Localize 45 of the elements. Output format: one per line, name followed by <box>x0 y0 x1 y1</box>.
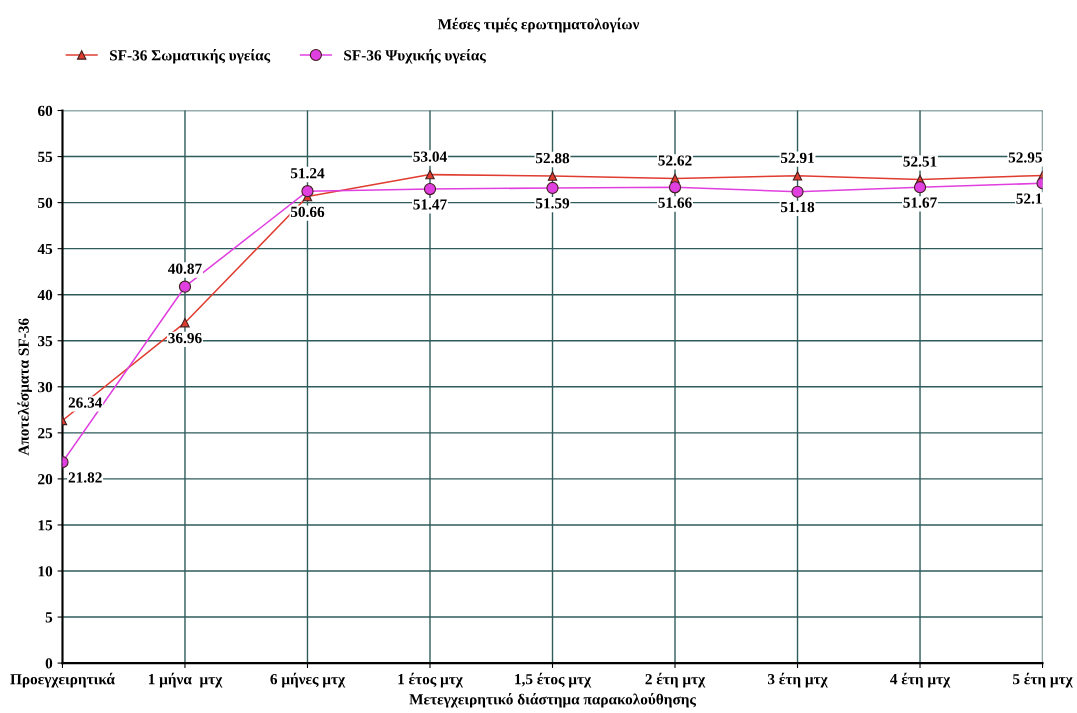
y-tick-label: 35 <box>38 335 53 347</box>
data-label: 52.62 <box>658 155 692 166</box>
data-label: 52.88 <box>535 152 570 164</box>
y-tick-label: 50 <box>38 197 53 209</box>
data-label: 52.91 <box>780 152 814 164</box>
data-label: 51.67 <box>903 197 937 208</box>
x-tick-label: 4 έτη μτχ <box>890 672 951 688</box>
y-tick-label: 5 <box>45 612 53 623</box>
data-label: 52.95 <box>1008 152 1042 163</box>
y-tick-label: 15 <box>38 520 53 531</box>
data-label: 53.04 <box>413 151 447 162</box>
x-tick-label: 6 μήνες μτχ <box>270 672 346 688</box>
y-tick-label: 0 <box>45 658 53 669</box>
x-tick-label: 2 έτη μτχ <box>645 672 706 688</box>
chart-title: Μέσες τιμές ερωτηματολογίων <box>437 17 640 33</box>
y-tick-label: 25 <box>38 428 53 439</box>
data-label: 51.47 <box>413 199 447 210</box>
data-label: 40.87 <box>168 263 202 274</box>
y-tick-label: 40 <box>37 289 53 301</box>
x-tick-label: 1 μήνα μτχ <box>148 672 223 688</box>
y-tick-label: 30 <box>38 381 53 393</box>
x-tick-label: 1,5 έτος μτχ <box>515 672 592 688</box>
x-tick-label: 1 έτος μτχ <box>398 672 463 688</box>
data-label: 52.1 <box>1016 193 1042 204</box>
y-tick-label: 10 <box>38 566 53 577</box>
legend-label: SF-36 Ψυχικής υγείας <box>344 49 486 64</box>
x-tick-label: Προεγχειρητικά <box>10 672 115 688</box>
y-axis-title: Αποτελέσματα SF-36 <box>17 318 32 456</box>
data-label: 51.59 <box>535 198 570 209</box>
legend-label: SF-36 Σωματικής υγείας <box>110 49 271 64</box>
x-tick-label: 5 έτη μτχ <box>1013 672 1073 688</box>
data-label: 51.24 <box>290 168 325 179</box>
y-tick-label: 60 <box>37 105 53 116</box>
y-tick-label: 20 <box>38 474 53 485</box>
x-axis-title: Μετεγχειρητικό διάστημα παρακολούθησης <box>409 692 697 708</box>
data-label: 36.96 <box>168 332 202 344</box>
data-label: 52.51 <box>903 156 937 167</box>
data-label: 51.66 <box>658 197 692 208</box>
data-label: 26.34 <box>68 397 103 408</box>
data-label: 51.18 <box>780 201 815 213</box>
x-tick-label: 3 έτη μτχ <box>767 672 828 688</box>
data-label: 50.66 <box>290 206 325 218</box>
data-label: 21.82 <box>68 472 102 483</box>
y-tick-label: 55 <box>38 151 53 163</box>
y-tick-label: 45 <box>37 243 53 255</box>
